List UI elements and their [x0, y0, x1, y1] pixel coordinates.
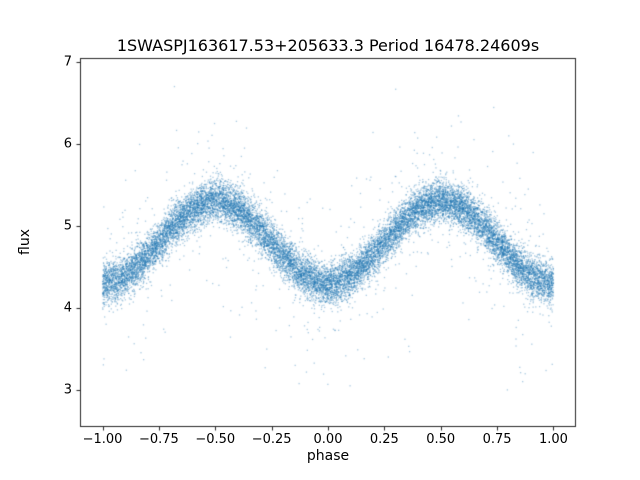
x-tick-label: 0.25 — [369, 432, 399, 447]
x-tick-label: 1.00 — [538, 432, 568, 447]
y-tick-label: 7 — [63, 54, 72, 70]
y-tick-label: 5 — [63, 218, 72, 234]
x-tick-label: −0.75 — [138, 432, 179, 447]
x-axis-label: phase — [306, 448, 350, 464]
chart-title: 1SWASPJ163617.53+205633.3 Period 16478.2… — [116, 36, 540, 55]
x-tick-label: −1.00 — [82, 432, 123, 447]
x-tick-label: 0.00 — [313, 432, 343, 447]
y-axis-label: flux — [17, 229, 33, 255]
x-tick-label: 0.75 — [482, 432, 512, 447]
x-tick-label: 0.50 — [426, 432, 456, 447]
y-tick-label: 6 — [63, 136, 72, 152]
y-tick-label: 4 — [63, 300, 72, 316]
y-tick-label: 3 — [63, 382, 72, 398]
x-tick-label: −0.50 — [195, 432, 236, 447]
x-tick-label: −0.25 — [251, 432, 292, 447]
